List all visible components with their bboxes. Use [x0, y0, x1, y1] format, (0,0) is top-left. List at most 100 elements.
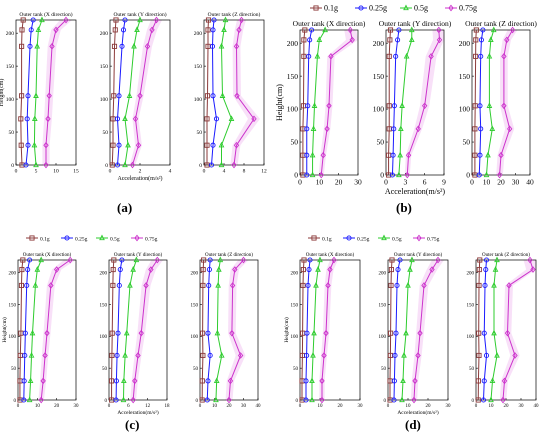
data-point-0.25g [391, 103, 397, 109]
panel-b: 0.1g 0.25g 0.5g 0.75g Outer tank (X directio… [275, 4, 537, 197]
subplot-title: Outer tank (X direction) [293, 19, 366, 28]
data-point-0.1g [18, 116, 24, 122]
x-tick-label: 40 [526, 178, 534, 187]
data-point-0.75g [229, 329, 235, 337]
data-point-0.5g [120, 396, 127, 403]
x-axis-label: Acceleration(m/s²) [117, 409, 159, 416]
data-point-0.1g [111, 43, 118, 49]
data-point-0.75g [237, 352, 244, 359]
data-point-0.25g [483, 352, 490, 359]
data-point-0.25g [307, 257, 313, 263]
data-point-0.25g [205, 378, 211, 384]
data-point-0.25g [393, 53, 399, 59]
data-point-0.75g [44, 329, 50, 337]
shaded-band [404, 30, 444, 175]
data-point-0.5g [399, 396, 405, 403]
data-point-0.5g [137, 16, 143, 23]
legend-marker-0.75g [416, 234, 422, 242]
y-tick-label: 200 [373, 39, 385, 48]
series-line-0.25g [305, 259, 311, 400]
data-point-0.25g [206, 282, 212, 289]
data-point-0.1g [201, 257, 207, 263]
shaded-band [318, 30, 358, 175]
data-point-0.75g [129, 161, 136, 169]
x-tick-label: 0 [108, 404, 111, 409]
data-point-0.75g [436, 26, 442, 34]
data-point-0.25g [208, 162, 215, 168]
data-point-0.75g [327, 266, 333, 273]
data-point-0.5g [309, 396, 315, 403]
subplot-title: Outer tank (X direction) [19, 11, 72, 18]
subplot-x: Outer tank (X direction)0 5 10 150501001502… [0, 11, 79, 175]
axes-frame [17, 259, 77, 401]
data-point-0.25g [22, 352, 28, 359]
x-tick-label: 30 [446, 404, 452, 409]
data-point-0.5g [222, 16, 229, 23]
x-tick-label: 10 [35, 404, 41, 409]
series-line-0.75g [233, 19, 255, 166]
data-point-0.25g [24, 116, 30, 122]
data-point-0.25g [304, 152, 310, 158]
data-point-0.5g [494, 351, 500, 358]
data-point-0.25g [25, 266, 31, 273]
data-point-0.1g [200, 266, 206, 273]
y-tick-label: 150 [100, 64, 109, 70]
series-line-0.25g [483, 259, 488, 401]
data-point-0.5g [123, 329, 130, 336]
x-tick-label: 2 [139, 169, 142, 175]
y-tick-label: 200 [287, 39, 299, 48]
data-point-0.5g [489, 377, 496, 384]
data-point-0.75g [234, 92, 240, 100]
legend-marker-0.25g [346, 235, 352, 241]
data-point-0.1g [18, 282, 25, 289]
y-tick-label: 150 [100, 303, 108, 308]
data-point-0.75g [321, 352, 327, 359]
data-point-0.5g [31, 115, 38, 122]
y-tick-label: 100 [100, 97, 109, 103]
data-point-0.25g [207, 257, 213, 263]
x-axis-label: Acceleration(m/s²) [397, 409, 439, 416]
x-tick-label: 0 [299, 404, 302, 409]
y-tick-label: 50 [11, 367, 17, 372]
y-tick-label: 0 [472, 399, 475, 404]
data-point-0.1g [109, 352, 115, 359]
x-tick-label: 3 [403, 178, 407, 187]
data-point-0.75g [429, 266, 435, 273]
x-tick-label: 0 [17, 404, 20, 409]
y-tick-label: 200 [379, 271, 387, 276]
subplot-y: Outer tank (Y direction) 0 10 20 30 0 50 100 150… [379, 253, 452, 416]
panel-label-a: (a) [117, 200, 133, 215]
data-point-0.1g [386, 103, 392, 109]
y-tick-label: 200 [9, 271, 17, 276]
data-point-0.25g [478, 37, 484, 43]
y-tick-label: 0 [11, 163, 14, 169]
y-tick-label: 0 [105, 399, 108, 404]
data-point-0.25g [393, 330, 399, 336]
data-point-0.75g [415, 352, 421, 359]
legend-marker-0.1g [313, 5, 319, 11]
series-line-0.1g [477, 259, 481, 401]
y-tick-label: 200 [191, 271, 199, 276]
data-point-0.25g [303, 397, 309, 403]
data-point-0.5g [486, 102, 493, 108]
subplot-title: Outer tank (Z direction) [208, 11, 261, 18]
legend-marker-0.25g [358, 5, 364, 11]
data-point-0.75g [318, 171, 324, 179]
data-point-0.75g [501, 102, 507, 110]
y-tick-label: 50 [197, 130, 203, 136]
data-point-0.75g [132, 377, 138, 385]
data-point-0.75g [149, 26, 155, 34]
legend-marker-0.75g [448, 4, 454, 12]
subplot-title: Outer tank (X direction) [23, 253, 72, 258]
data-point-0.75g [46, 92, 52, 100]
data-point-0.75g [42, 352, 48, 359]
data-point-0.5g [130, 266, 136, 272]
data-point-0.75g [320, 151, 326, 159]
data-point-0.5g [489, 125, 496, 132]
y-tick-label: 100 [6, 97, 15, 103]
y-tick-label: 200 [459, 39, 471, 48]
data-point-0.5g [35, 26, 42, 33]
data-point-0.75g [501, 53, 507, 60]
data-point-0.5g [483, 171, 490, 178]
data-point-0.5g [407, 266, 413, 272]
